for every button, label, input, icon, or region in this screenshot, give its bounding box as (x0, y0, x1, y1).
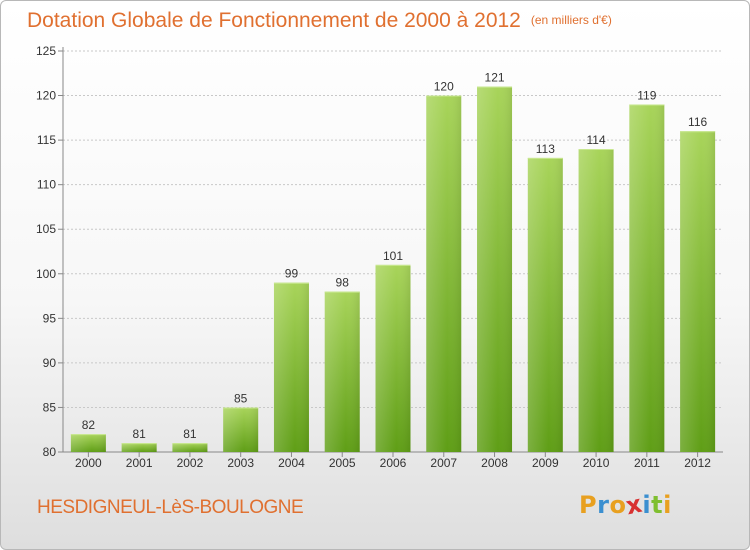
logo-letter: o (609, 491, 627, 519)
data-label: 85 (234, 391, 248, 405)
x-tick-label: 2009 (532, 456, 559, 470)
data-label: 119 (637, 88, 656, 102)
bar-shade (375, 264, 411, 452)
bar-shade (426, 95, 462, 453)
data-label: 120 (434, 80, 454, 94)
bar-shade (527, 157, 563, 452)
x-tick-label: 2008 (481, 456, 508, 470)
commune-name: HESDIGNEUL-LèS-BOULOGNE (37, 497, 304, 518)
y-tick-label: 115 (37, 133, 56, 147)
x-tick-label: 2004 (278, 456, 305, 470)
data-label: 101 (383, 249, 403, 263)
x-tick-label: 2010 (583, 456, 610, 470)
x-tick-label: 2001 (126, 456, 153, 470)
y-tick-label: 120 (36, 89, 56, 103)
logo-letter: i (663, 491, 672, 519)
logo-letter: i (642, 491, 652, 519)
y-tick-label: 85 (43, 400, 57, 414)
x-tick-label: 2012 (684, 456, 711, 470)
bar-shade (273, 282, 309, 452)
data-label: 113 (536, 142, 555, 156)
data-label: 114 (587, 133, 606, 147)
grid-lines (63, 50, 723, 408)
x-tick-label: 2007 (430, 456, 457, 470)
y-tick-label: 95 (43, 311, 57, 325)
y-tick-label: 100 (36, 267, 56, 281)
x-tick-label: 2000 (75, 456, 102, 470)
data-label: 116 (688, 115, 707, 129)
y-tick-label: 125 (36, 44, 56, 58)
bar-shade (223, 407, 259, 452)
chart-subtitle: (en milliers d'€) (530, 13, 612, 27)
data-label: 99 (285, 267, 299, 281)
y-tick-label: 80 (43, 445, 57, 459)
x-tick-label: 2005 (329, 456, 356, 470)
chart-title: Dotation Globale de Fonctionnement de 20… (27, 9, 612, 33)
logo-letter: P (579, 491, 598, 519)
bar-shade (477, 86, 513, 453)
bars (70, 86, 716, 453)
logo-letter: t (651, 491, 664, 519)
bar-shade (324, 291, 360, 452)
data-label: 82 (82, 418, 96, 432)
data-label: 81 (132, 427, 146, 441)
bar-shade (70, 434, 106, 452)
x-tick-label: 2002 (177, 456, 204, 470)
x-tick-label: 2011 (634, 456, 660, 470)
y-tick-label: 90 (43, 356, 57, 370)
bar-shade (680, 131, 716, 452)
bar-shade (172, 443, 208, 452)
proxiti-logo: Proxiti (579, 490, 672, 521)
chart-title-text: Dotation Globale de Fonctionnement de 20… (27, 9, 521, 32)
data-label: 98 (336, 276, 350, 290)
logo-letter: r (597, 491, 610, 519)
x-tick-label: 2003 (227, 456, 254, 470)
bar-shade (578, 149, 614, 452)
bar-shade (121, 443, 157, 452)
axes: 80 85 90 95 100 105 110 115 120 125 2000 2001 2002 20… (36, 44, 723, 470)
data-labels: 82 81 81 85 99 98 101 120 121 113 114 119 116 (82, 71, 708, 441)
data-label: 81 (183, 427, 197, 441)
data-label: 121 (485, 71, 505, 85)
x-tick-label: 2006 (380, 456, 407, 470)
bar-shade (629, 104, 665, 452)
y-tick-label: 110 (37, 178, 56, 192)
y-tick-label: 105 (36, 222, 56, 236)
